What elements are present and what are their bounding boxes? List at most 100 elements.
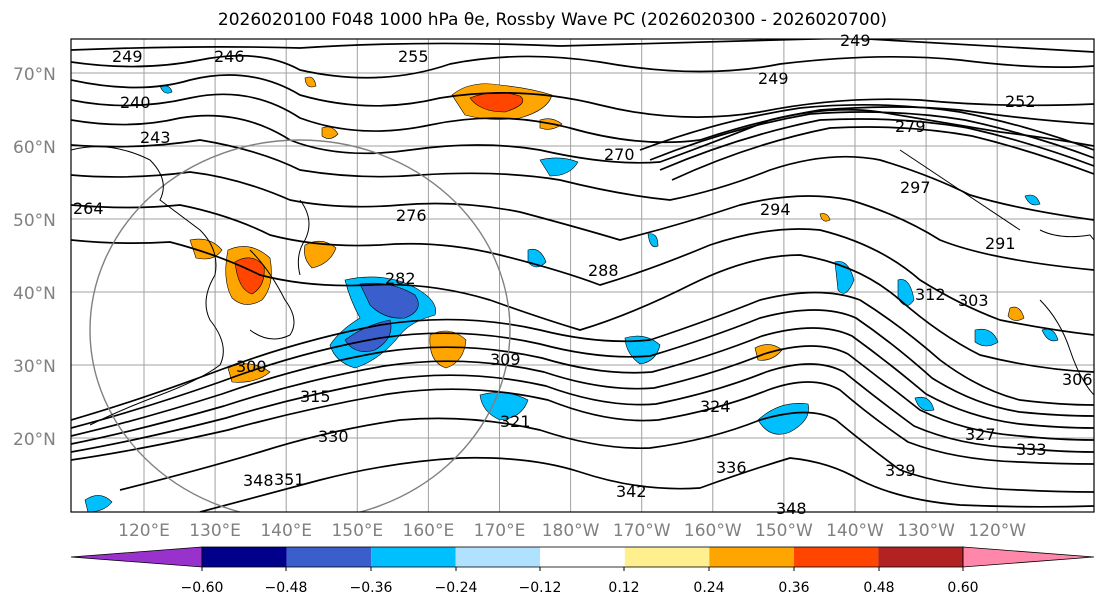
longitude-labels: 120°E 130°E 140°E 150°E 160°E 170°E 180°W 170°W… bbox=[118, 521, 1026, 541]
contour-label: 288 bbox=[588, 261, 619, 280]
colorbar-tick-label: 0.60 bbox=[947, 580, 978, 596]
contour-label: 306 bbox=[1062, 370, 1093, 389]
contour-label: 303 bbox=[958, 291, 989, 310]
lon-label: 180°W bbox=[542, 521, 600, 541]
contour-label: 264 bbox=[73, 199, 104, 218]
contour-label: 270 bbox=[604, 145, 635, 164]
lat-label: 40°N bbox=[13, 284, 56, 304]
lon-label: 130°E bbox=[189, 521, 241, 541]
contour-label: 249 bbox=[758, 69, 789, 88]
colorbar-tick-label: −0.24 bbox=[435, 580, 478, 596]
map-frame bbox=[70, 38, 1095, 513]
warm-anomaly-small-3 bbox=[1007, 306, 1025, 321]
colorbar-cell bbox=[878, 547, 963, 567]
lat-label: 20°N bbox=[13, 430, 56, 450]
contour-label: 297 bbox=[900, 178, 931, 197]
contour-label: 243 bbox=[140, 128, 171, 147]
colorbar-cell bbox=[540, 547, 625, 567]
colorbar-tick-label: −0.60 bbox=[181, 580, 224, 596]
contour-label: 351 bbox=[274, 470, 305, 489]
lon-label: 170°E bbox=[474, 521, 526, 541]
contour-label: 348 bbox=[243, 471, 274, 490]
contour-label: 348 bbox=[776, 499, 807, 518]
colorbar-tick-label: −0.36 bbox=[350, 580, 393, 596]
contour-label: 309 bbox=[490, 350, 521, 369]
lat-label: 30°N bbox=[13, 357, 56, 377]
lon-label: 170°W bbox=[613, 521, 671, 541]
colorbar-tick-label: −0.12 bbox=[519, 580, 562, 596]
cold-anomaly-east-3 bbox=[974, 328, 999, 347]
cold-anomaly-east-2 bbox=[897, 279, 915, 306]
anomaly-shading bbox=[84, 76, 1059, 512]
cold-anomaly-small-2 bbox=[647, 233, 659, 248]
contour-label: 312 bbox=[915, 285, 946, 304]
cold-anomaly-small-4 bbox=[1024, 194, 1041, 206]
contour-label: 342 bbox=[616, 482, 647, 501]
colorbar-frame bbox=[201, 546, 964, 568]
contour-label: 282 bbox=[385, 269, 416, 288]
colorbar-cell bbox=[286, 547, 372, 567]
lon-label: 160°E bbox=[403, 521, 455, 541]
colorbar-cell bbox=[793, 547, 879, 567]
lon-label: 150°W bbox=[755, 521, 813, 541]
warm-anomaly-korea bbox=[189, 238, 223, 260]
contour-label: 252 bbox=[1005, 92, 1036, 111]
colorbar-cell bbox=[455, 547, 541, 567]
contour-label: 321 bbox=[500, 412, 531, 431]
cold-anomaly-east-4 bbox=[914, 396, 935, 412]
lon-label: 120°E bbox=[118, 521, 170, 541]
contour-label: 315 bbox=[300, 387, 331, 406]
colorbar: −0.60 −0.48 −0.36 −0.24 −0.12 0.12 0.24 0.36 0.4… bbox=[70, 546, 1095, 596]
coastlines bbox=[71, 146, 1094, 426]
warm-anomaly-small-4 bbox=[819, 213, 831, 222]
colorbar-cells bbox=[70, 546, 1095, 568]
cold-anomaly-hawaii bbox=[757, 403, 809, 435]
latitude-labels: 70°N 60°N 50°N 40°N 30°N 20°N bbox=[13, 65, 56, 450]
contour-label: 333 bbox=[1016, 440, 1047, 459]
colorbar-cell bbox=[624, 547, 710, 567]
lon-label: 120°W bbox=[968, 521, 1026, 541]
colorbar-tick-label: 0.48 bbox=[863, 580, 894, 596]
contour-label: 327 bbox=[965, 425, 996, 444]
colorbar-extension-low bbox=[70, 546, 203, 568]
theta-e-contours bbox=[71, 39, 1094, 512]
colorbar-extension-high bbox=[962, 546, 1095, 568]
contour-label: 300 bbox=[236, 357, 267, 376]
contour-label: 249 bbox=[840, 31, 871, 50]
warm-anomaly-kuril bbox=[304, 240, 337, 269]
colorbar-ticks: −0.60 −0.48 −0.36 −0.24 −0.12 0.12 0.24 0.36 0.4… bbox=[181, 567, 979, 596]
contour-label: 249 bbox=[112, 47, 143, 66]
warm-anomaly-small-5 bbox=[304, 76, 317, 88]
colorbar-tick-label: 0.12 bbox=[608, 580, 639, 596]
colorbar-cell bbox=[202, 547, 287, 567]
lat-label: 70°N bbox=[13, 65, 56, 85]
reference-circle bbox=[89, 139, 511, 512]
contour-label: 255 bbox=[398, 47, 429, 66]
colorbar-cell bbox=[709, 547, 794, 567]
contour-label: 279 bbox=[895, 117, 926, 136]
cold-anomaly-small-1 bbox=[527, 248, 547, 268]
contour-label: 339 bbox=[885, 461, 916, 480]
map-title: 2026020100 F048 1000 hPa θe, Rossby Wave… bbox=[217, 10, 888, 30]
lon-label: 150°E bbox=[331, 521, 383, 541]
contour-label: 276 bbox=[396, 206, 427, 225]
contour-label: 246 bbox=[214, 47, 245, 66]
contour-label: 336 bbox=[716, 458, 747, 477]
contour-label: 294 bbox=[760, 200, 791, 219]
colorbar-cell bbox=[371, 547, 456, 567]
lat-label: 60°N bbox=[13, 138, 56, 158]
contour-label: 324 bbox=[700, 397, 731, 416]
warm-anomaly-midpacific bbox=[429, 330, 467, 369]
lon-label: 160°W bbox=[684, 521, 742, 541]
lon-label: 130°W bbox=[897, 521, 955, 541]
colorbar-tick-label: 0.36 bbox=[778, 580, 809, 596]
contour-label: 240 bbox=[120, 93, 151, 112]
contour-label: 291 bbox=[985, 234, 1016, 253]
lon-label: 140°W bbox=[826, 521, 884, 541]
cold-anomaly-bering bbox=[539, 157, 579, 177]
lat-label: 50°N bbox=[13, 211, 56, 231]
colorbar-tick-label: −0.48 bbox=[265, 580, 308, 596]
contour-label: 330 bbox=[318, 427, 349, 446]
colorbar-tick-label: 0.24 bbox=[693, 580, 724, 596]
